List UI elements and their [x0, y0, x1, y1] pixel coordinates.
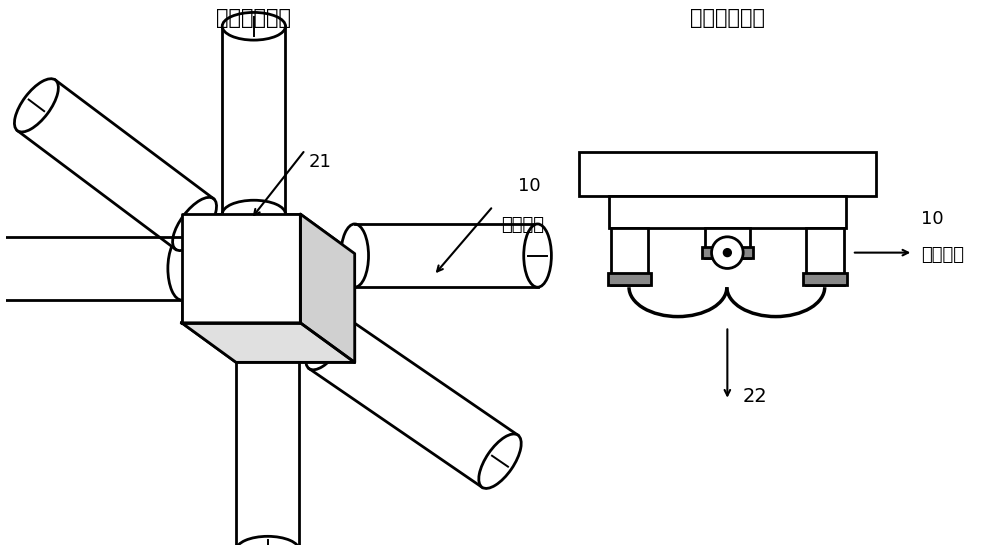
Bar — [803, 273, 847, 286]
Polygon shape — [0, 237, 182, 300]
Polygon shape — [182, 323, 355, 362]
Text: 10: 10 — [921, 210, 944, 228]
Ellipse shape — [341, 224, 369, 287]
Circle shape — [723, 249, 731, 256]
Ellipse shape — [222, 13, 285, 40]
Bar — [702, 247, 753, 258]
Bar — [806, 228, 844, 286]
Text: 21: 21 — [308, 153, 331, 171]
Polygon shape — [182, 323, 355, 362]
Ellipse shape — [306, 315, 348, 370]
Polygon shape — [300, 214, 355, 362]
Polygon shape — [222, 26, 285, 214]
Polygon shape — [355, 224, 538, 287]
Polygon shape — [182, 214, 300, 323]
Ellipse shape — [524, 224, 551, 287]
Polygon shape — [182, 214, 300, 323]
Ellipse shape — [14, 79, 58, 132]
Text: 传感探头: 传感探头 — [921, 247, 964, 265]
Text: 传感探头: 传感探头 — [501, 216, 544, 234]
Polygon shape — [309, 317, 518, 487]
Text: 10: 10 — [518, 176, 540, 195]
Ellipse shape — [236, 329, 299, 356]
Ellipse shape — [168, 237, 196, 300]
Ellipse shape — [236, 536, 299, 548]
Polygon shape — [236, 342, 299, 548]
Circle shape — [712, 237, 743, 269]
Bar — [579, 152, 876, 196]
Bar — [705, 228, 750, 258]
Polygon shape — [300, 214, 355, 362]
Text: 矢量封装结构: 矢量封装结构 — [216, 8, 291, 28]
Bar — [611, 228, 648, 286]
Bar — [608, 273, 651, 286]
Ellipse shape — [222, 200, 285, 228]
Polygon shape — [17, 80, 214, 249]
Text: 标量封装结构: 标量封装结构 — [690, 8, 765, 28]
Text: 22: 22 — [742, 386, 767, 406]
Bar — [609, 196, 846, 228]
Ellipse shape — [173, 197, 217, 250]
Ellipse shape — [479, 434, 521, 488]
